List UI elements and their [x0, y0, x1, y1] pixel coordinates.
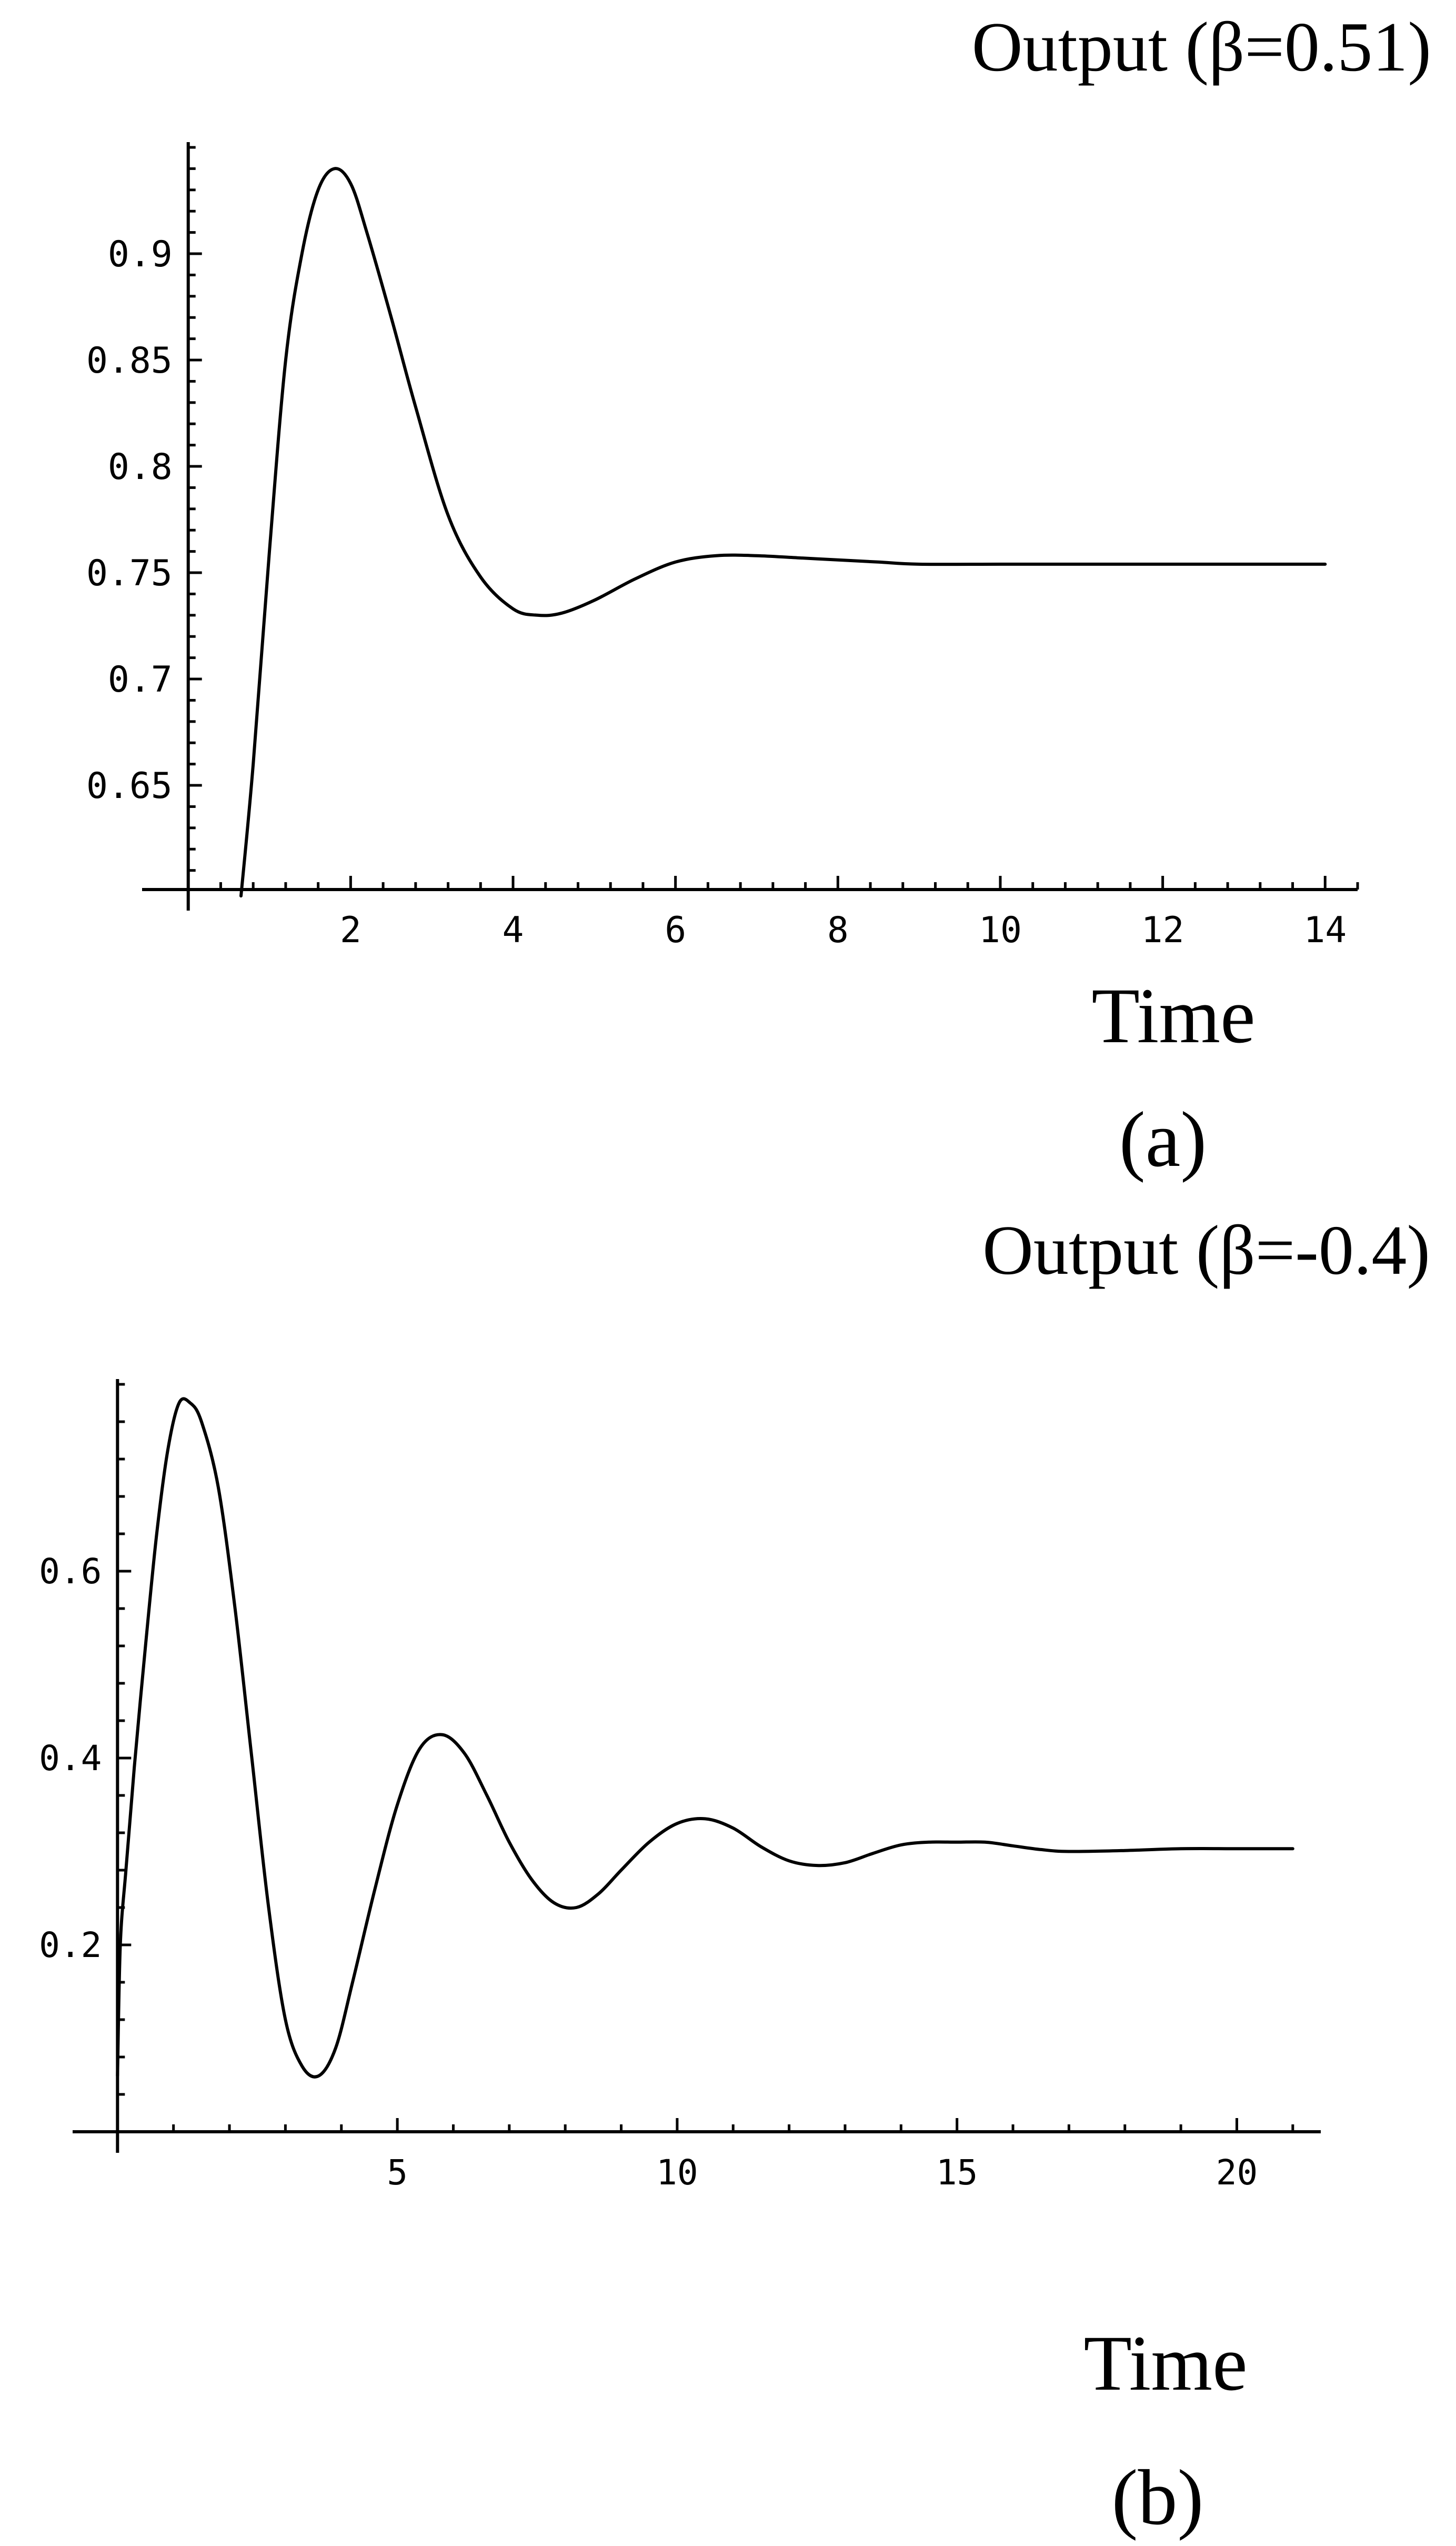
chart-b-x-tick-label: 15	[936, 2152, 978, 2193]
chart-a-x-tick-label: 8	[827, 910, 849, 951]
chart-a-x-tick-label: 12	[1141, 910, 1184, 951]
chart-a-x-tick-label: 10	[979, 910, 1022, 951]
chart-a-y-tick-label: 0.65	[86, 765, 173, 807]
chart-a-x-tick-label: 4	[503, 910, 524, 951]
chart-b-x-tick-label: 10	[656, 2152, 698, 2193]
chart-a-y-tick-label: 0.7	[108, 659, 173, 701]
chart-a-title: Output (β=0.51)	[972, 8, 1431, 86]
chart-b-x-tick-label: 20	[1216, 2152, 1258, 2193]
chart-a-x-tick-label: 2	[340, 910, 362, 951]
chart-a-x-tick-label: 14	[1303, 910, 1347, 951]
chart-b-x-axis-title: Time	[1083, 2320, 1247, 2407]
chart-a-caption: (a)	[1119, 1096, 1207, 1183]
chart-b-y-tick-label: 0.2	[39, 1925, 102, 1965]
chart-b-caption: (b)	[1112, 2454, 1204, 2541]
chart-b-title: Output (β=-0.4)	[982, 1211, 1430, 1289]
chart-a-axes: 2 4 6 8 10 12 14 0.65 0.7 0.75 0.8 0.85 0.9	[86, 142, 1359, 951]
chart-b-series-line	[116, 1397, 1294, 2079]
chart-a-x-tick-label: 6	[665, 910, 686, 951]
chart-a-y-tick-label: 0.85	[86, 340, 173, 382]
chart-a-series-line	[239, 167, 1327, 898]
chart-b-y-tick-label: 0.4	[39, 1738, 102, 1779]
chart-b-series-layer	[116, 1397, 1294, 2079]
chart-a-y-tick-label: 0.8	[108, 446, 173, 488]
chart-panel-a: Output (β=0.51) 2 4 6 8 10 12 14 0.65 0.7 0.75 0.8…	[86, 8, 1431, 1183]
chart-b-axes: 5 10 15 20 0.2 0.4 0.6	[39, 1379, 1321, 2193]
chart-a-series-layer	[239, 167, 1327, 898]
chart-panel-b: Output (β=-0.4) 5 10 15 20 0.2 0.4 0.6 Time (b…	[39, 1211, 1430, 2541]
chart-b-x-tick-label: 5	[387, 2152, 408, 2193]
chart-a-x-axis-title: Time	[1091, 972, 1255, 1060]
chart-a-y-tick-label: 0.9	[108, 234, 173, 275]
chart-b-y-tick-label: 0.6	[39, 1551, 102, 1592]
chart-a-y-tick-label: 0.75	[86, 553, 173, 594]
